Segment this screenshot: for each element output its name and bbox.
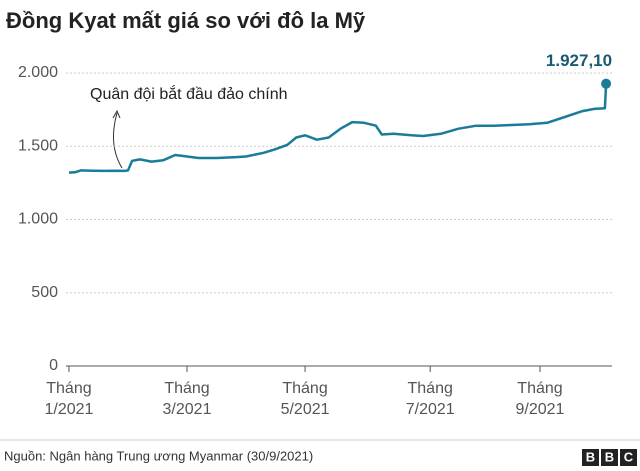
brand-box [620, 449, 637, 466]
y-tick-label: 0 [49, 357, 58, 374]
brand-box [582, 449, 599, 466]
annotation: Quân đội bắt đầu đảo chính [90, 84, 288, 103]
brand-letter: B [605, 449, 614, 464]
x-tick-label: Tháng 3/2021 [162, 380, 212, 418]
x-tick-label: Tháng 9/2021 [515, 380, 565, 418]
annotation-arrow [112, 112, 123, 169]
brand-box [601, 449, 618, 466]
x-tick-label: Tháng 7/2021 [405, 380, 455, 418]
y-tick-label: 2.000 [18, 64, 58, 81]
end-dot [601, 78, 612, 89]
y-tick-label: 500 [31, 284, 58, 301]
x-tick-label: Tháng 1/2021 [44, 380, 94, 418]
annotation-arrowhead [112, 109, 121, 119]
line [68, 83, 608, 174]
x-tick-label: Tháng 5/2021 [280, 380, 330, 418]
source: Nguồn: Ngân hàng Trung ương Myanmar (30/… [4, 448, 313, 463]
brand-letter: C [624, 449, 634, 464]
brand-letter: B [586, 449, 595, 464]
value-label: 1.927,10 [546, 51, 612, 70]
chart-title: Đồng Kyat mất giá so với đô la Mỹ [6, 8, 366, 33]
y-tick-label: 1.500 [18, 137, 58, 154]
y-tick-label: 1.000 [18, 211, 58, 228]
